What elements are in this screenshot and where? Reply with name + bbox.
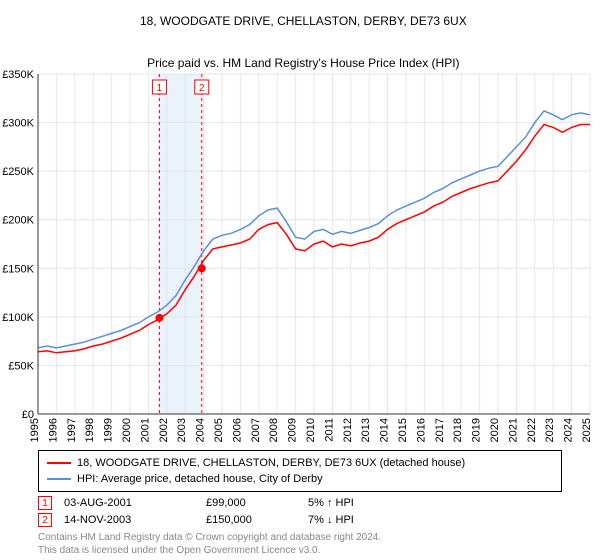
svg-text:2015: 2015 xyxy=(397,418,409,442)
svg-text:£150K: £150K xyxy=(2,263,34,275)
legend-label-hpi: HPI: Average price, detached house, City… xyxy=(77,473,323,485)
svg-text:1997: 1997 xyxy=(66,418,78,442)
svg-text:2020: 2020 xyxy=(489,418,501,442)
legend-item-hpi: HPI: Average price, detached house, City… xyxy=(47,471,553,487)
svg-text:1998: 1998 xyxy=(84,418,96,442)
svg-text:1999: 1999 xyxy=(103,418,115,442)
svg-text:2006: 2006 xyxy=(231,418,243,442)
legend-swatch-hpi xyxy=(47,478,71,480)
svg-text:£300K: £300K xyxy=(2,118,34,130)
chart-area: £0£50K£100K£150K£200K£250K£300K£350K1995… xyxy=(0,70,600,446)
svg-text:2002: 2002 xyxy=(158,418,170,442)
svg-text:2010: 2010 xyxy=(305,418,317,442)
footer-attribution: Contains HM Land Registry data © Crown c… xyxy=(38,531,562,557)
svg-text:2008: 2008 xyxy=(268,418,280,442)
svg-text:£200K: £200K xyxy=(2,215,34,227)
svg-text:2023: 2023 xyxy=(544,418,556,442)
svg-text:2009: 2009 xyxy=(287,418,299,442)
svg-text:2011: 2011 xyxy=(323,418,335,442)
marker-price-1: £99,000 xyxy=(206,497,296,509)
svg-text:2005: 2005 xyxy=(213,418,225,442)
svg-text:2003: 2003 xyxy=(176,418,188,442)
marker-delta-1: 5% ↑ HPI xyxy=(308,497,354,509)
svg-text:2019: 2019 xyxy=(471,418,483,442)
title-line-2: Price paid vs. HM Land Registry's House … xyxy=(147,56,459,70)
svg-text:1996: 1996 xyxy=(47,418,59,442)
footer-line-2: This data is licensed under the Open Gov… xyxy=(38,545,320,556)
svg-text:2022: 2022 xyxy=(526,418,538,442)
svg-text:1: 1 xyxy=(157,83,163,94)
legend-item-subject: 18, WOODGATE DRIVE, CHELLASTON, DERBY, D… xyxy=(47,455,553,471)
svg-text:2004: 2004 xyxy=(195,418,207,442)
svg-text:2: 2 xyxy=(199,83,205,94)
svg-text:2018: 2018 xyxy=(452,418,464,442)
svg-text:1995: 1995 xyxy=(29,418,41,442)
title-line-1: 18, WOODGATE DRIVE, CHELLASTON, DERBY, D… xyxy=(140,14,467,28)
svg-text:2017: 2017 xyxy=(434,418,446,442)
svg-text:2025: 2025 xyxy=(581,418,593,442)
marker-date-1: 03-AUG-2001 xyxy=(64,497,194,509)
svg-text:£50K: £50K xyxy=(8,360,34,372)
svg-text:£350K: £350K xyxy=(2,70,34,81)
svg-text:2013: 2013 xyxy=(360,418,372,442)
svg-text:2014: 2014 xyxy=(379,418,391,442)
marker-badge-2: 2 xyxy=(38,513,52,527)
marker-delta-2: 7% ↓ HPI xyxy=(308,514,354,526)
marker-price-2: £150,000 xyxy=(206,514,296,526)
marker-date-2: 14-NOV-2003 xyxy=(64,514,194,526)
svg-text:2007: 2007 xyxy=(250,418,262,442)
price-chart: £0£50K£100K£150K£200K£250K£300K£350K1995… xyxy=(0,70,600,446)
svg-text:2000: 2000 xyxy=(121,418,133,442)
svg-text:2001: 2001 xyxy=(139,418,151,442)
svg-text:£100K: £100K xyxy=(2,312,34,324)
footer-line-1: Contains HM Land Registry data © Crown c… xyxy=(38,532,381,543)
legend: 18, WOODGATE DRIVE, CHELLASTON, DERBY, D… xyxy=(38,450,562,492)
marker-row-1: 1 03-AUG-2001 £99,000 5% ↑ HPI xyxy=(38,496,562,510)
marker-row-2: 2 14-NOV-2003 £150,000 7% ↓ HPI xyxy=(38,513,562,527)
marker-badge-1: 1 xyxy=(38,496,52,510)
svg-text:2016: 2016 xyxy=(415,418,427,442)
legend-label-subject: 18, WOODGATE DRIVE, CHELLASTON, DERBY, D… xyxy=(77,457,465,469)
svg-text:2021: 2021 xyxy=(507,418,519,442)
svg-text:£250K: £250K xyxy=(2,166,34,178)
legend-swatch-subject xyxy=(47,462,71,464)
svg-text:2012: 2012 xyxy=(342,418,354,442)
chart-title: 18, WOODGATE DRIVE, CHELLASTON, DERBY, D… xyxy=(0,0,600,70)
svg-text:2024: 2024 xyxy=(563,418,575,442)
